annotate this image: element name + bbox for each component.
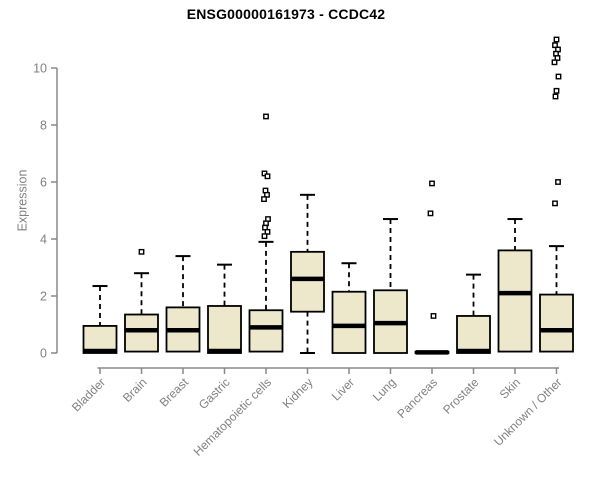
box-group-lung xyxy=(373,218,408,354)
box-group-pancreas xyxy=(414,180,450,355)
box-rect xyxy=(248,309,284,353)
x-tick-label: Kidney xyxy=(280,375,316,411)
box-rect xyxy=(290,250,325,313)
box-rect xyxy=(331,290,367,354)
box-rect xyxy=(497,249,533,353)
x-tick-label: Bladder xyxy=(69,375,108,414)
box-rect xyxy=(124,313,159,353)
y-tick-label: 4 xyxy=(40,233,47,247)
x-tick-label: Prostate xyxy=(440,375,482,417)
box-group-gastric xyxy=(207,263,242,354)
box-rect xyxy=(207,305,242,354)
box-group-hematopoietic-cells xyxy=(248,113,284,353)
y-tick-label: 6 xyxy=(40,176,47,190)
box-group-liver xyxy=(331,262,367,354)
x-tick-label: Brain xyxy=(120,375,150,405)
outlier-point xyxy=(430,313,437,319)
outlier-point xyxy=(552,42,558,49)
outlier-point xyxy=(552,200,558,207)
x-tick-label: Liver xyxy=(329,375,357,403)
box-group-bladder xyxy=(82,285,118,354)
outlier-point xyxy=(263,113,269,120)
y-tick-label: 2 xyxy=(40,290,47,304)
chart-title: ENSG00000161973 - CCDC42 xyxy=(186,6,386,22)
outlier-point xyxy=(552,93,559,100)
box-group-prostate xyxy=(456,273,491,354)
box-rect xyxy=(456,315,491,354)
x-tick-label: Hematopoietic cells xyxy=(191,375,274,458)
outlier-point xyxy=(555,179,561,185)
x-tick-label: Gastric xyxy=(196,375,233,412)
outlier-point xyxy=(138,248,145,255)
outlier-point xyxy=(429,180,435,187)
box-group-brain xyxy=(124,248,159,353)
box-group-breast xyxy=(165,255,201,353)
outlier-point xyxy=(261,233,268,240)
y-tick-label: 0 xyxy=(40,347,47,361)
outlier-point xyxy=(553,87,560,94)
outlier-point xyxy=(264,228,271,235)
outlier-point xyxy=(554,55,561,61)
outlier-point xyxy=(427,210,434,217)
x-tick-label: Skin xyxy=(497,375,523,401)
x-tick-label: Breast xyxy=(157,375,192,410)
outlier-point xyxy=(555,73,562,80)
outlier-point xyxy=(261,196,267,202)
box-rect xyxy=(539,293,574,353)
outlier-point xyxy=(264,191,270,198)
outlier-point xyxy=(264,173,271,180)
x-tick-label: Lung xyxy=(370,375,399,404)
x-tick-label: Pancreas xyxy=(394,375,440,421)
y-tick-label: 8 xyxy=(40,119,47,133)
y-tick-label: 10 xyxy=(33,62,47,76)
outlier-point xyxy=(553,36,560,43)
box-group-kidney xyxy=(290,193,325,354)
box-group-skin xyxy=(497,218,533,353)
box-group-unknown-other xyxy=(539,36,574,353)
outlier-point xyxy=(551,59,558,66)
